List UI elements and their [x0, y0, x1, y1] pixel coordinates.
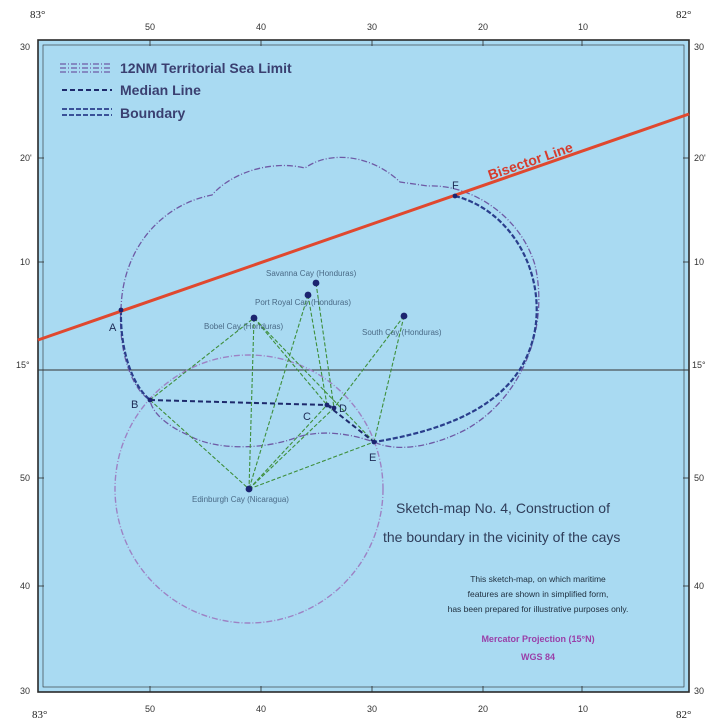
- legend-label-territorial: 12NM Territorial Sea Limit: [120, 60, 292, 76]
- map-frame-inner: [42, 44, 685, 688]
- right-tick-label: 30: [694, 42, 704, 52]
- legend-swatch-boundary: [62, 108, 112, 116]
- corner-label-bottom-left: 83°: [32, 709, 47, 721]
- point-b-label: B: [131, 399, 138, 411]
- corner-label-top-left: 83°: [30, 9, 45, 21]
- point-f-label: F: [452, 180, 459, 192]
- right-tick-label: 15°: [692, 360, 706, 370]
- map-title-line-1: Sketch-map No. 4, Construction of: [396, 500, 610, 516]
- right-tick-label: 30: [694, 686, 704, 696]
- point-a-marker: [118, 307, 124, 313]
- cay-label-bobel: Bobel Cay (Honduras): [204, 322, 283, 331]
- left-tick-label: 40: [20, 581, 30, 591]
- top-tick-label: 40: [256, 22, 266, 32]
- nicaragua-territorial-sea-arc: [114, 354, 384, 624]
- right-tick-label: 20': [694, 153, 706, 163]
- point-b-marker: [147, 397, 153, 403]
- corner-label-bottom-right: 82°: [676, 709, 691, 721]
- cay-port-royal: [304, 291, 312, 299]
- left-tick-label: 50: [20, 473, 30, 483]
- left-tick-label: 20': [20, 153, 32, 163]
- bisector-line: [37, 112, 690, 342]
- bottom-tick-label: 10: [578, 704, 588, 714]
- legend-label-median: Median Line: [120, 82, 201, 98]
- point-e-marker: [371, 439, 377, 445]
- right-tick-label: 50: [694, 473, 704, 483]
- bottom-tick-label: 50: [145, 704, 155, 714]
- datum-label: WGS 84: [521, 652, 555, 662]
- construction-lines: [149, 282, 405, 490]
- legend-label-boundary: Boundary: [120, 105, 186, 121]
- point-e-label: E: [369, 452, 376, 464]
- cay-bobel: [250, 314, 258, 322]
- point-c-label: C: [303, 411, 311, 423]
- map-frame: [37, 39, 690, 693]
- corner-label-top-right: 82°: [676, 9, 691, 21]
- cay-label-edinburgh: Edinburgh Cay (Nicaragua): [192, 495, 289, 504]
- point-f-marker: [452, 193, 458, 199]
- cay-label-savanna: Savanna Cay (Honduras): [266, 269, 357, 278]
- left-tick-label: 30: [20, 686, 30, 696]
- cay-savanna: [312, 279, 320, 287]
- point-d-marker: [331, 405, 337, 411]
- top-tick-label: 50: [145, 22, 155, 32]
- top-tick-marks: [38, 40, 689, 692]
- bottom-tick-label: 40: [256, 704, 266, 714]
- disclaimer-line-1: This sketch-map, on which maritime: [470, 574, 606, 584]
- cay-south: [400, 312, 408, 320]
- left-tick-label: 30: [20, 42, 30, 52]
- left-tick-label: 10: [20, 257, 30, 267]
- cay-edinburgh: [245, 485, 253, 493]
- bottom-tick-label: 30: [367, 704, 377, 714]
- disclaimer-line-3: has been prepared for illustrative purpo…: [448, 604, 629, 614]
- sea-area: [38, 40, 689, 692]
- boundary-arc-east: [373, 194, 538, 444]
- legend-swatch-territorial: [60, 63, 112, 73]
- bottom-tick-label: 20: [478, 704, 488, 714]
- right-tick-label: 10: [694, 257, 704, 267]
- point-a-label: A: [109, 322, 117, 334]
- legend: 12NM Territorial Sea Limit Median Line B…: [60, 60, 292, 121]
- disclaimer-line-2: features are shown in simplified form,: [468, 589, 609, 599]
- cay-label-port-royal: Port Royal Cay (Honduras): [255, 298, 351, 307]
- right-tick-label: 40: [694, 581, 704, 591]
- point-d-label: D: [339, 403, 347, 415]
- top-tick-label: 10: [578, 22, 588, 32]
- left-tick-label: 15°: [16, 360, 30, 370]
- point-c-marker: [324, 402, 330, 408]
- top-tick-label: 30: [367, 22, 377, 32]
- top-tick-label: 20: [478, 22, 488, 32]
- map-title-line-2: the boundary in the vicinity of the cays: [383, 529, 620, 545]
- projection-label: Mercator Projection (15°N): [481, 634, 594, 644]
- cay-label-south: South Cay (Honduras): [362, 328, 442, 337]
